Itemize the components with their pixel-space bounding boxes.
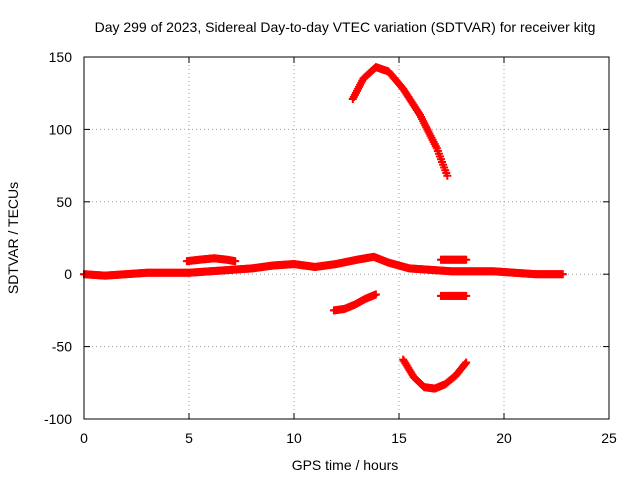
data-point-neg-segment — [371, 290, 380, 299]
data-point-peak-arc — [443, 171, 452, 180]
chart-title: Day 299 of 2023, Sidereal Day-to-day VTE… — [95, 19, 596, 35]
y-tick-label: -100 — [44, 411, 72, 427]
x-tick-label: 0 — [80, 430, 88, 446]
data-point-right-upper — [462, 255, 471, 264]
data-point-upper-branch — [231, 257, 240, 266]
x-tick-label: 5 — [185, 430, 193, 446]
y-tick-label: 100 — [49, 121, 73, 137]
y-tick-label: 0 — [64, 266, 72, 282]
grid-lines — [84, 57, 609, 419]
y-tick-label: 50 — [56, 194, 72, 210]
axis-ticks — [83, 56, 610, 420]
x-axis-label: GPS time / hours — [292, 457, 399, 473]
y-tick-label: 150 — [49, 49, 73, 65]
y-axis-label: SDTVAR / TECUs — [5, 182, 21, 294]
x-tick-label: 15 — [391, 430, 407, 446]
x-tick-label: 10 — [286, 430, 302, 446]
data-point-right-lower — [462, 291, 471, 300]
tick-labels: 0 5 10 15 20 25 -100 -50 0 50 100 150 — [44, 49, 617, 446]
data-point-baseline — [558, 270, 567, 279]
data-points — [80, 63, 567, 393]
y-tick-label: -50 — [52, 339, 72, 355]
data-point-low-arc — [462, 358, 471, 367]
plot-frame — [83, 56, 610, 420]
x-tick-label: 20 — [496, 430, 512, 446]
data-point-low-arc — [461, 359, 470, 368]
x-tick-label: 25 — [601, 430, 617, 446]
